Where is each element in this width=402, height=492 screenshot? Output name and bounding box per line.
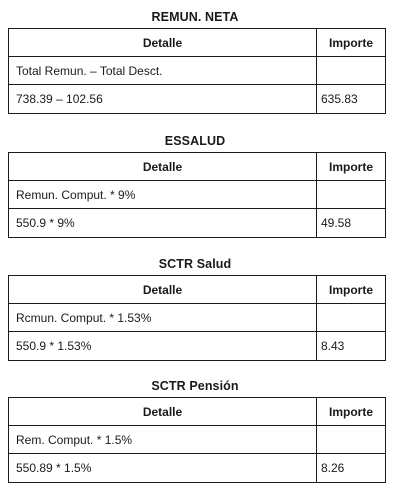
detail-column-header: Detalle [8,275,317,304]
table-header-row: Detalle Importe [8,275,386,304]
detail-cell: 550.9 * 9% [8,208,317,238]
amount-cell [316,56,386,85]
detail-column-header: Detalle [8,397,317,426]
table-row: 550.9 * 1.53% 8.43 [8,331,386,361]
detail-cell: 550.9 * 1.53% [8,331,317,361]
table-header-row: Detalle Importe [8,28,386,57]
table-row: Rcmun. Comput. * 1.53% [8,303,386,332]
amount-cell: 49.58 [316,208,386,238]
calculation-table: Detalle Importe Rem. Comput. * 1.5% 550.… [8,397,386,483]
amount-cell [316,303,386,332]
detail-cell: 738.39 – 102.56 [8,84,317,114]
detail-cell: Total Remun. – Total Desct. [8,56,317,85]
table-header-row: Detalle Importe [8,397,386,426]
table-row: 550.89 * 1.5% 8.26 [8,453,386,483]
detail-cell: Rem. Comput. * 1.5% [8,425,317,454]
amount-column-header: Importe [316,275,386,304]
section-title: SCTR Pensión [151,379,239,393]
calculation-table: Detalle Importe Rcmun. Comput. * 1.53% 5… [8,275,386,361]
detail-cell: 550.89 * 1.5% [8,453,317,483]
amount-cell: 8.26 [316,453,386,483]
table-row: Rem. Comput. * 1.5% [8,425,386,454]
table-header-row: Detalle Importe [8,152,386,181]
table-row: Total Remun. – Total Desct. [8,56,386,85]
table-row: 550.9 * 9% 49.58 [8,208,386,238]
detail-cell: Rcmun. Comput. * 1.53% [8,303,317,332]
amount-column-header: Importe [316,152,386,181]
amount-cell [316,425,386,454]
amount-cell: 635.83 [316,84,386,114]
section-title: SCTR Salud [158,257,232,271]
table-row: 738.39 – 102.56 635.83 [8,84,386,114]
calculation-table: Detalle Importe Remun. Comput. * 9% 550.… [8,152,386,238]
detail-cell: Remun. Comput. * 9% [8,180,317,209]
amount-column-header: Importe [316,397,386,426]
section-title: REMUN. NETA [151,10,239,24]
amount-column-header: Importe [316,28,386,57]
table-row: Remun. Comput. * 9% [8,180,386,209]
amount-cell [316,180,386,209]
calculation-table: Detalle Importe Total Remun. – Total Des… [8,28,386,114]
section-title: ESSALUD [164,134,226,148]
detail-column-header: Detalle [8,28,317,57]
detail-column-header: Detalle [8,152,317,181]
amount-cell: 8.43 [316,331,386,361]
